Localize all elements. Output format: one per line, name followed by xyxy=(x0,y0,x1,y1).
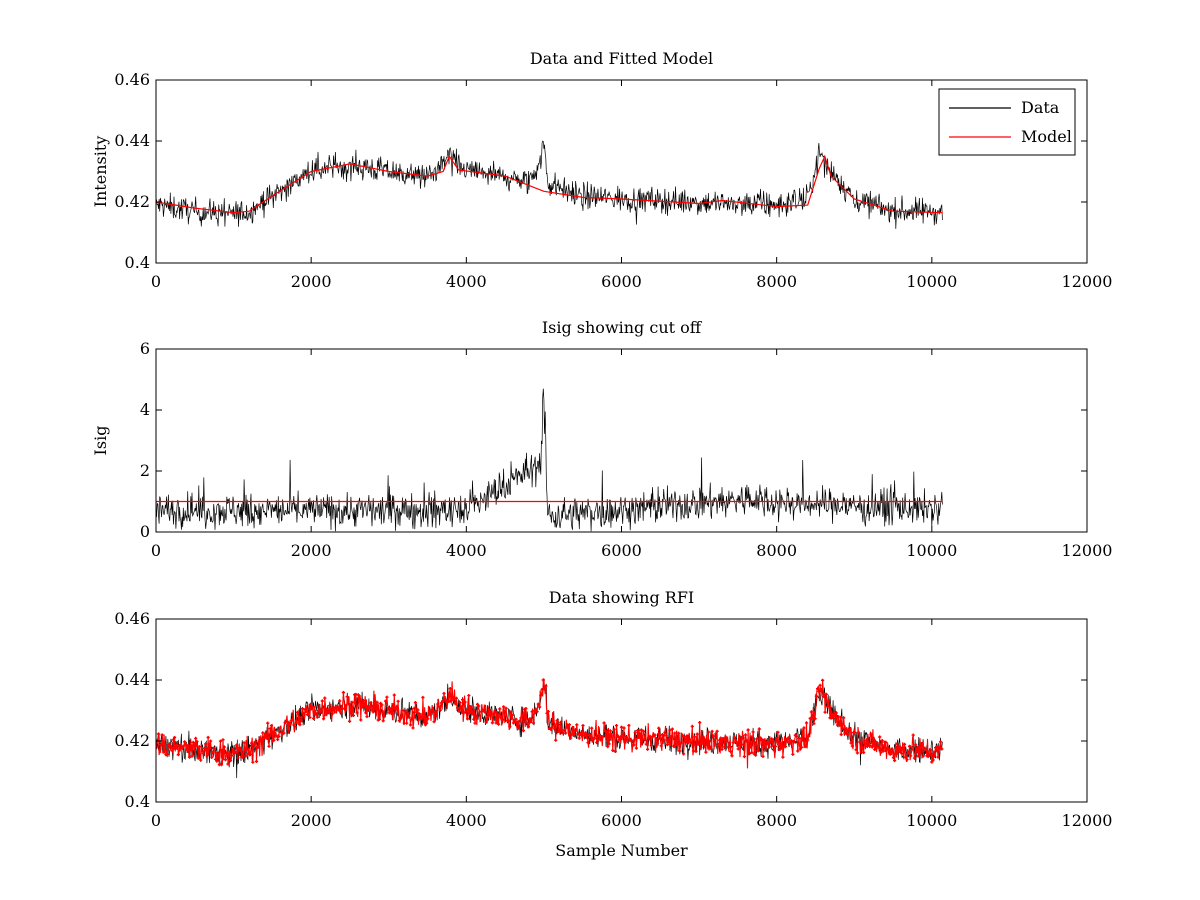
x-tick-label: 12000 xyxy=(1062,811,1113,830)
series-model-line xyxy=(156,154,943,214)
series-series-1-line xyxy=(156,388,943,532)
series-data-line xyxy=(156,140,943,229)
y-tick-label: 0.42 xyxy=(114,192,150,211)
plot-area xyxy=(156,678,944,779)
x-tick-label: 4000 xyxy=(446,811,487,830)
x-tick-label: 2000 xyxy=(291,541,332,560)
x-tick-label: 10000 xyxy=(906,541,957,560)
plot-area xyxy=(156,140,943,229)
y-tick-label: 2 xyxy=(140,461,150,480)
x-tick-label: 4000 xyxy=(446,541,487,560)
y-tick-label: 0.46 xyxy=(114,609,150,628)
y-tick-label: 0.4 xyxy=(125,253,150,272)
x-tick-label: 2000 xyxy=(291,272,332,291)
y-tick-label: 4 xyxy=(140,400,150,419)
x-tick-label: 8000 xyxy=(756,541,797,560)
y-axis-label: Isig xyxy=(91,426,110,456)
y-tick-label: 0.46 xyxy=(114,70,150,89)
chart-panel-2: 0 2000 4000 6000 8000 10000 12000 0 2 4 6 Isig show… xyxy=(91,318,1112,560)
x-axis-label: Sample Number xyxy=(555,841,688,860)
x-tick-label: 10000 xyxy=(906,811,957,830)
y-tick-label: 6 xyxy=(140,339,150,358)
chart-title: Isig showing cut off xyxy=(542,318,703,337)
x-tick-label: 6000 xyxy=(601,272,642,291)
x-tick-label: 10000 xyxy=(906,272,957,291)
x-tick-label: 6000 xyxy=(601,541,642,560)
plot-area xyxy=(156,388,943,532)
y-tick-label: 0 xyxy=(140,522,150,541)
x-tick-label: 6000 xyxy=(601,811,642,830)
x-tick-label: 8000 xyxy=(756,811,797,830)
legend: Data Model xyxy=(938,88,1076,156)
x-tick-label: 12000 xyxy=(1062,541,1113,560)
x-tick-label: 4000 xyxy=(446,272,487,291)
y-tick-label: 0.44 xyxy=(114,131,150,150)
legend-label-data: Data xyxy=(1021,98,1060,117)
series-rfi-line xyxy=(156,678,943,769)
x-tick-label: 2000 xyxy=(291,811,332,830)
x-tick-label: 0 xyxy=(151,272,161,291)
x-tick-label: 0 xyxy=(151,811,161,830)
chart-title: Data showing RFI xyxy=(549,588,694,607)
x-tick-label: 8000 xyxy=(756,272,797,291)
series-rfi-markers xyxy=(156,678,944,767)
chart-panel-1: 0 2000 4000 6000 8000 10000 12000 0.4 0.42 0.44 0.… xyxy=(91,49,1112,291)
y-axis-label: Intensity xyxy=(91,136,110,208)
y-tick-label: 0.42 xyxy=(114,731,150,750)
chart-title: Data and Fitted Model xyxy=(530,49,713,68)
x-tick-label: 0 xyxy=(151,541,161,560)
x-tick-label: 12000 xyxy=(1062,272,1113,291)
chart-panel-3: 0 2000 4000 6000 8000 10000 12000 0.4 0.42 0.44 0.… xyxy=(114,588,1112,860)
legend-box xyxy=(938,88,1076,156)
y-tick-label: 0.44 xyxy=(114,670,150,689)
y-tick-label: 0.4 xyxy=(125,792,150,811)
legend-label-model: Model xyxy=(1021,127,1072,146)
